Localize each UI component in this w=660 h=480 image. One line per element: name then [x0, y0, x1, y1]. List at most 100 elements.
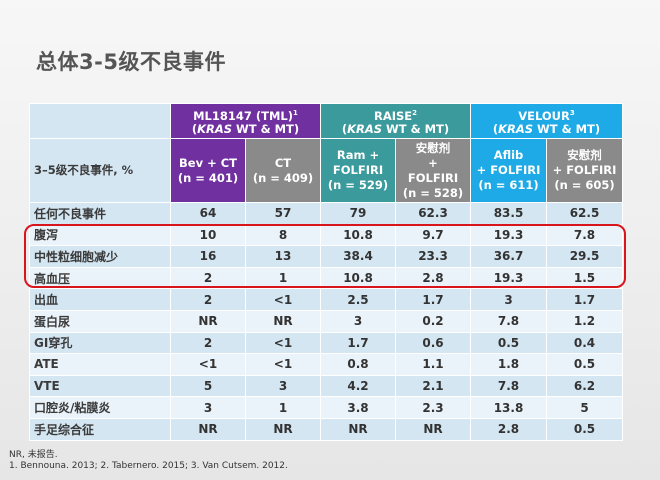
arm-header-ct: CT (n = 409)	[245, 138, 321, 203]
study-header-raise: RAISE2 (KRAS WT & MT)	[320, 103, 471, 139]
table-cell: NR	[170, 417, 246, 441]
table-row: 口腔炎/粘膜炎 3 1 3.8 2.3 13.8 5	[29, 396, 623, 419]
table-cell: 83.5	[470, 202, 547, 225]
row-label: 出血	[29, 288, 171, 311]
table-cell: 1	[245, 266, 321, 290]
row-label: VTE	[29, 374, 171, 398]
table-cell: NR	[395, 417, 471, 441]
table-cell: 2.8	[470, 417, 547, 441]
table-cell: 10	[170, 223, 246, 247]
table-cell: 0.5	[470, 331, 547, 355]
table-cell: 62.5	[546, 202, 623, 225]
table-cell: 2	[170, 331, 246, 355]
table-cell: 19.3	[470, 223, 547, 247]
table-cell: 1.7	[546, 288, 623, 311]
row-label: 手足综合征	[29, 417, 171, 441]
row-label: ATE	[29, 353, 171, 376]
arm-header-bev-ct: Bev + CT (n = 401)	[170, 138, 246, 203]
table-cell: 3	[470, 288, 547, 311]
row-label: 中性粒细胞减少	[29, 245, 171, 268]
table-cell: 0.5	[546, 353, 623, 376]
table-cell: 19.3	[470, 266, 547, 290]
arm-header-placebo-folfiri-raise: 安慰剂 + FOLFIRI (n = 528)	[395, 138, 471, 203]
table-cell: <1	[170, 353, 246, 376]
row-label: 腹泻	[29, 223, 171, 247]
table-cell: 0.2	[395, 309, 471, 333]
row-label: 蛋白尿	[29, 309, 171, 333]
table-cell: 13.8	[470, 396, 547, 419]
arm-header-placebo-folfiri-velour: 安慰剂 + FOLFIRI (n = 605)	[546, 138, 623, 203]
table-row: 蛋白尿 NR NR 3 0.2 7.8 1.2	[29, 309, 623, 333]
table-row: ATE <1 <1 0.8 1.1 1.8 0.5	[29, 353, 623, 376]
header-corner	[29, 103, 171, 139]
table-cell: 2.1	[395, 374, 471, 398]
table-cell: <1	[245, 288, 321, 311]
arm-header-ram-folfiri: Ram + FOLFIRI (n = 529)	[320, 138, 396, 203]
table-cell: 3	[170, 396, 246, 419]
table-row: 高血压 2 1 10.8 2.8 19.3 1.5	[29, 266, 623, 290]
table-cell: NR	[245, 309, 321, 333]
table-cell: 13	[245, 245, 321, 268]
table-cell: 1.5	[546, 266, 623, 290]
table-cell: 7.8	[470, 309, 547, 333]
study-header-ml18147: ML18147 (TML)1 (KRAS WT & MT)	[170, 103, 321, 139]
table-cell: 1.7	[320, 331, 396, 355]
slide-title: 总体3-5级不良事件	[36, 50, 226, 74]
table-cell: 29.5	[546, 245, 623, 268]
table-cell: 2	[170, 288, 246, 311]
table-cell: 23.3	[395, 245, 471, 268]
table-cell: 1.8	[470, 353, 547, 376]
arm-header-aflib-folfiri: Aflib + FOLFIRI (n = 611)	[470, 138, 547, 203]
table-cell: 2.3	[395, 396, 471, 419]
study-header-row: ML18147 (TML)1 (KRAS WT & MT) RAISE2 (KRAS…	[29, 103, 623, 139]
row-label: 任何不良事件	[29, 202, 171, 225]
table-cell: 2	[170, 266, 246, 290]
table-cell: 7.8	[546, 223, 623, 247]
table-cell: 9.7	[395, 223, 471, 247]
table-cell: 64	[170, 202, 246, 225]
table-cell: <1	[245, 353, 321, 376]
table-cell: 2.8	[395, 266, 471, 290]
table-row: 手足综合征 NR NR NR NR 2.8 0.5	[29, 417, 623, 441]
row-label-header: 3–5级不良事件, %	[29, 138, 171, 203]
table-cell: 6.2	[546, 374, 623, 398]
table-body: 任何不良事件 64 57 79 62.3 83.5 62.5 腹泻 10 8 10.8 9.7 19.3…	[29, 202, 623, 441]
arm-header-row: 3–5级不良事件, % Bev + CT (n = 401) CT (n = 409…	[29, 138, 623, 203]
table-cell: 1.7	[395, 288, 471, 311]
table-cell: 38.4	[320, 245, 396, 268]
table-cell: 3	[320, 309, 396, 333]
table-cell: 3.8	[320, 396, 396, 419]
table-cell: 1	[245, 396, 321, 419]
table-cell: 2.5	[320, 288, 396, 311]
table-cell: 0.6	[395, 331, 471, 355]
table-row: 任何不良事件 64 57 79 62.3 83.5 62.5	[29, 202, 623, 225]
table-cell: 4.2	[320, 374, 396, 398]
table-cell: 16	[170, 245, 246, 268]
table-row: VTE 5 3 4.2 2.1 7.8 6.2	[29, 374, 623, 398]
table-cell: 7.8	[470, 374, 547, 398]
table-cell: 57	[245, 202, 321, 225]
table-cell: 3	[245, 374, 321, 398]
footnote-nr: NR, 未报告.	[9, 450, 58, 460]
table-cell: 0.8	[320, 353, 396, 376]
table-cell: 79	[320, 202, 396, 225]
table-cell: NR	[245, 417, 321, 441]
table-row: 出血 2 <1 2.5 1.7 3 1.7	[29, 288, 623, 311]
table-row: GI穿孔 2 <1 1.7 0.6 0.5 0.4	[29, 331, 623, 355]
highlight-box	[24, 224, 626, 288]
adverse-events-table: ML18147 (TML)1 (KRAS WT & MT) RAISE2 (KRAS…	[29, 103, 623, 441]
table-cell: 0.4	[546, 331, 623, 355]
table-cell: 5	[170, 374, 246, 398]
table-cell: 0.5	[546, 417, 623, 441]
table-cell: 1.1	[395, 353, 471, 376]
table-cell: 62.3	[395, 202, 471, 225]
table-cell: NR	[320, 417, 396, 441]
row-label: GI穿孔	[29, 331, 171, 355]
table-cell: NR	[170, 309, 246, 333]
study-header-velour: VELOUR3 (KRAS WT & MT)	[470, 103, 623, 139]
table-cell: 1.2	[546, 309, 623, 333]
table-cell: <1	[245, 331, 321, 355]
footnote-references: 1. Bennouna. 2013; 2. Tabernero. 2015; 3…	[9, 461, 288, 471]
table-cell: 8	[245, 223, 321, 247]
